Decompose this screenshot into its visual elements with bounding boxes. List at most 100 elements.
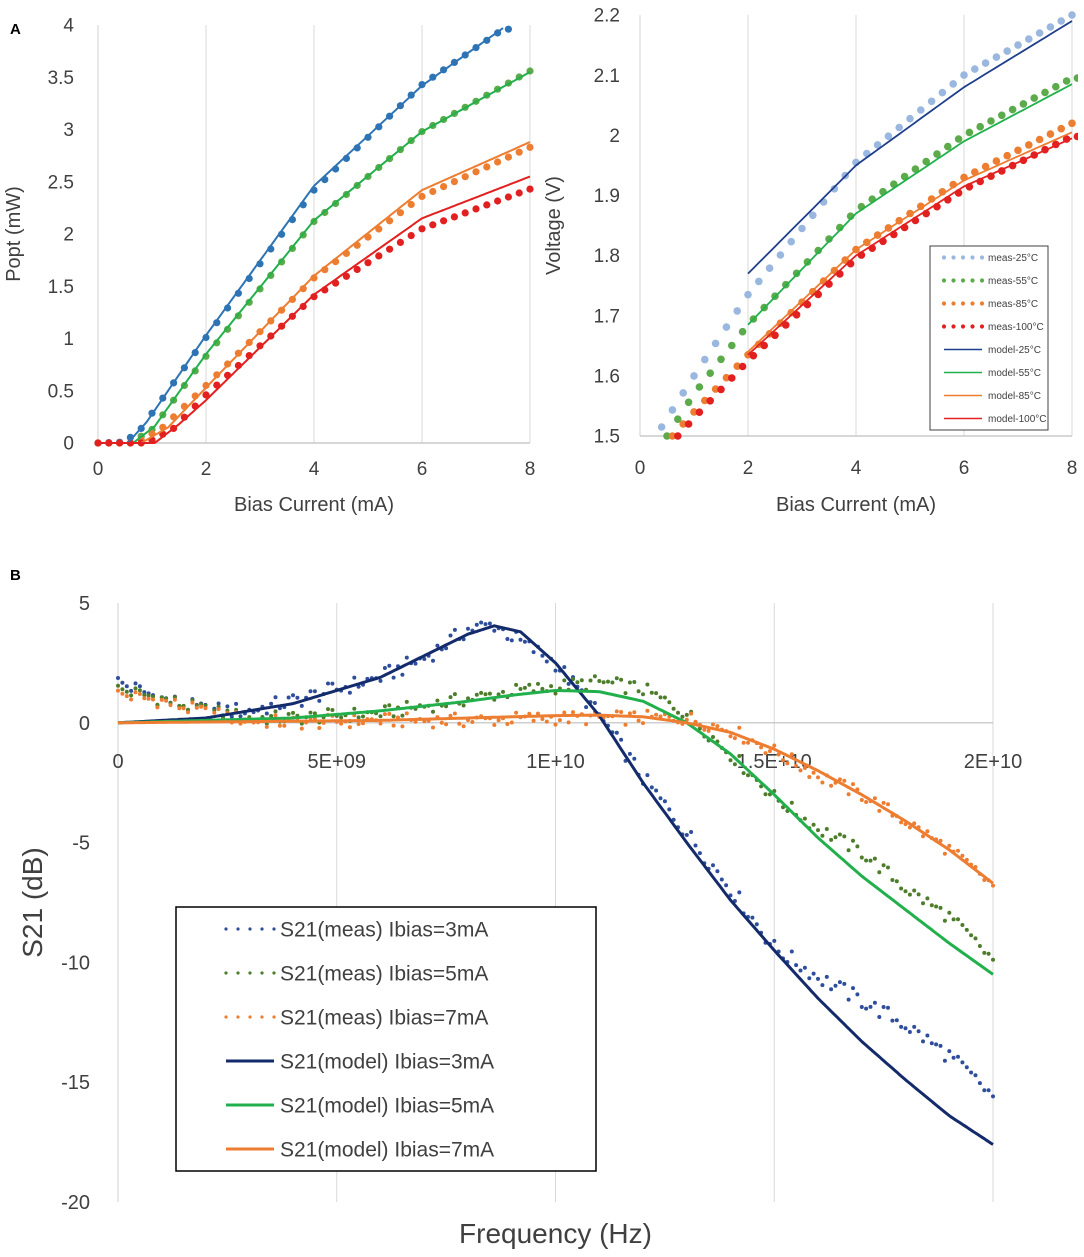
data-point — [472, 168, 480, 176]
data-point — [137, 684, 142, 689]
legend-label: meas-85°C — [988, 299, 1038, 310]
data-point — [654, 712, 659, 717]
data-point — [960, 1060, 965, 1065]
legend-symbol — [970, 324, 975, 329]
data-point — [181, 706, 186, 711]
data-point — [400, 724, 405, 729]
data-point — [894, 879, 899, 884]
data-point — [606, 679, 610, 684]
data-point — [452, 711, 457, 716]
data-point — [771, 331, 779, 340]
data-point — [391, 675, 396, 680]
data-point — [1025, 35, 1033, 43]
legend-label: S21(model) Ibias=3mA — [280, 1050, 494, 1073]
data-point — [619, 677, 624, 682]
data-point — [884, 132, 893, 140]
series-line-model-85-c — [98, 141, 531, 444]
y-tick-label: 1 — [63, 329, 74, 350]
data-point — [504, 153, 512, 161]
data-point — [553, 668, 558, 673]
data-point — [146, 696, 151, 701]
data-point — [273, 709, 278, 714]
data-point — [938, 1043, 943, 1048]
data-point — [679, 420, 687, 428]
data-point — [1030, 94, 1038, 102]
data-point — [286, 695, 291, 700]
data-point — [925, 1033, 930, 1038]
data-point — [264, 711, 269, 716]
data-point — [733, 362, 741, 371]
legend-label: meas-100°C — [988, 322, 1044, 333]
data-point — [282, 723, 287, 728]
data-point — [164, 698, 169, 703]
data-point — [549, 684, 554, 689]
data-point — [619, 737, 624, 742]
data-point — [877, 808, 882, 813]
data-point — [763, 792, 768, 797]
y-tick-label: 1.8 — [594, 246, 620, 267]
data-point — [942, 851, 947, 856]
legend-symbol — [236, 1015, 240, 1019]
series-line-s21-model-ibias-7ma — [118, 713, 994, 885]
legend-symbol — [970, 301, 975, 306]
data-point — [899, 886, 904, 891]
legend-symbol — [260, 971, 264, 975]
data-point — [798, 768, 803, 773]
data-point — [610, 680, 615, 685]
legend-symbol — [236, 971, 240, 975]
data-point — [168, 703, 173, 708]
data-point — [120, 680, 125, 685]
x-tick-label: 2 — [201, 459, 212, 480]
y-axis-title: Voltage (V) — [543, 176, 565, 275]
data-point — [842, 778, 847, 783]
data-point — [830, 185, 839, 193]
data-point — [387, 663, 392, 668]
data-point — [312, 689, 317, 694]
legend-label: S21(meas) Ibias=5mA — [280, 962, 488, 985]
y-tick-label: 2.2 — [594, 6, 620, 27]
legend-label: meas-55°C — [988, 276, 1038, 287]
y-axis-title: S21 (dB) — [17, 847, 48, 958]
data-point — [717, 355, 725, 364]
data-point — [396, 209, 404, 217]
data-point — [133, 681, 138, 686]
data-point — [722, 323, 731, 331]
data-point — [487, 691, 492, 696]
data-point — [872, 796, 877, 801]
data-point — [531, 718, 536, 723]
data-point — [701, 355, 709, 364]
data-point — [400, 672, 405, 677]
data-point — [881, 800, 886, 805]
data-point — [151, 697, 155, 702]
data-point — [1041, 88, 1049, 97]
data-point — [951, 917, 956, 922]
data-point — [732, 762, 737, 767]
data-point — [676, 710, 680, 715]
data-point — [872, 856, 877, 861]
data-point — [809, 211, 817, 220]
data-point — [129, 693, 134, 698]
x-tick-label: 6 — [959, 458, 970, 479]
data-point — [466, 626, 470, 631]
data-point — [798, 968, 803, 973]
data-point — [925, 896, 930, 901]
data-point — [382, 712, 387, 717]
data-point — [907, 1030, 912, 1034]
data-point — [949, 80, 957, 88]
data-point — [514, 710, 519, 715]
data-point — [663, 432, 671, 440]
data-point — [526, 185, 534, 193]
data-point — [781, 758, 785, 763]
data-point — [317, 698, 322, 703]
data-point — [689, 711, 694, 716]
data-point — [855, 844, 860, 849]
data-point — [579, 678, 584, 683]
data-point — [1008, 105, 1017, 114]
data-point — [133, 686, 138, 691]
data-point — [129, 697, 134, 702]
data-point — [851, 782, 855, 787]
data-point — [722, 373, 731, 382]
data-point — [657, 423, 666, 431]
data-point — [658, 695, 663, 700]
data-point — [310, 274, 318, 282]
